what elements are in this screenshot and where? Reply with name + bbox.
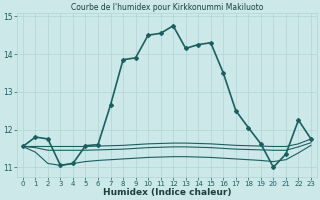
X-axis label: Humidex (Indice chaleur): Humidex (Indice chaleur) — [103, 188, 231, 197]
Title: Courbe de l'humidex pour Kirkkonummi Makiluoto: Courbe de l'humidex pour Kirkkonummi Mak… — [71, 3, 263, 12]
